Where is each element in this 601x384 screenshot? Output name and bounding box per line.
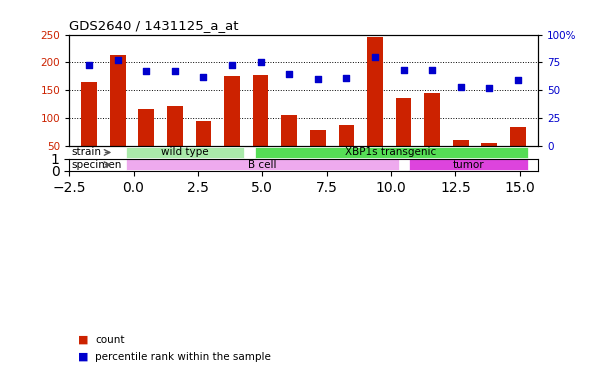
Point <box>341 75 351 81</box>
Text: percentile rank within the sample: percentile rank within the sample <box>95 352 271 362</box>
Point <box>141 68 151 74</box>
Bar <box>409 159 528 170</box>
Bar <box>110 55 126 174</box>
Bar <box>81 82 97 174</box>
Text: ■: ■ <box>78 335 88 345</box>
Text: GDS2640 / 1431125_a_at: GDS2640 / 1431125_a_at <box>69 19 239 32</box>
Text: specimen: specimen <box>72 160 122 170</box>
Bar <box>310 129 326 174</box>
Bar <box>167 106 183 174</box>
Text: B cell: B cell <box>248 160 276 170</box>
Point <box>199 74 209 80</box>
Point <box>456 84 466 90</box>
Point <box>484 85 494 91</box>
Bar <box>255 147 528 158</box>
Bar <box>481 143 497 174</box>
Bar <box>195 121 212 174</box>
Bar <box>126 159 399 170</box>
Point <box>284 71 294 77</box>
Point <box>427 67 437 73</box>
Point <box>398 67 408 73</box>
Text: tumor: tumor <box>453 160 484 170</box>
Text: ■: ■ <box>78 352 88 362</box>
Bar <box>367 37 383 174</box>
Text: wild type: wild type <box>161 147 209 157</box>
Bar <box>126 147 244 158</box>
Bar <box>395 98 412 174</box>
Bar <box>510 127 526 174</box>
Point <box>227 62 237 68</box>
Point <box>170 68 180 74</box>
Point <box>84 62 94 68</box>
Bar <box>281 115 297 174</box>
Bar <box>138 109 154 174</box>
Bar <box>453 140 469 174</box>
Point <box>113 57 123 63</box>
Bar <box>424 93 440 174</box>
Text: strain: strain <box>72 147 102 157</box>
Text: XBP1s transgenic: XBP1s transgenic <box>346 147 437 157</box>
Point <box>313 76 323 82</box>
Point <box>370 54 380 60</box>
Bar <box>253 75 269 174</box>
Point <box>513 77 523 83</box>
Point <box>256 60 266 66</box>
Bar <box>224 76 240 174</box>
Text: count: count <box>95 335 124 345</box>
Bar <box>338 124 354 174</box>
